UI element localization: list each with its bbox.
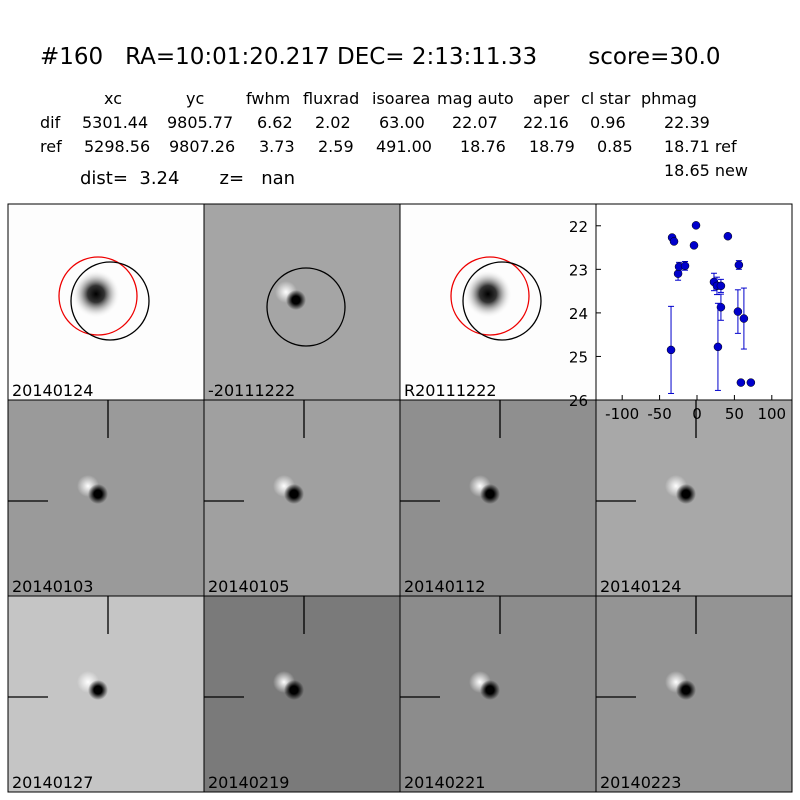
table-cell: 22.16 [523,113,569,132]
column-header: xc [104,89,122,108]
red-circle [58,256,138,336]
y-tick-label: 22 [569,218,588,236]
point [733,307,743,316]
column-header: mag auto [437,89,514,108]
star [72,270,120,318]
y-tick-label: 24 [569,305,588,323]
panel-label: 20140103 [12,577,93,596]
dist-line: dist= 3.24 z= nan [80,168,295,189]
dipole-dark [88,680,108,700]
table-cell: 0.96 [590,113,626,132]
point [669,237,679,246]
point [746,378,756,387]
y-tick-label: 25 [569,348,588,366]
black-circle [70,261,150,341]
table-cell: 5301.44 [82,113,148,132]
dipole-dark [676,680,696,700]
column-header: phmag [641,89,697,108]
panel-label: -20111222 [208,381,295,400]
table-cell: 0.85 [597,137,633,156]
table-cell: 5298.56 [84,137,150,156]
table-cell: 3.73 [259,137,295,156]
panel-label: 20140127 [12,773,93,792]
plot-area [595,203,793,401]
panel-label: 20140221 [404,773,485,792]
point [680,261,690,271]
table-cell: 22.39 [664,113,710,132]
dipole-dark [286,290,306,310]
x-tick-label: 50 [725,405,744,423]
dipole-dark [284,484,304,504]
table-cell: 18.71 ref [664,137,737,156]
y-tick-label: 23 [569,261,588,279]
x-tick-label: 0 [692,405,702,423]
point [666,345,676,355]
table-cell: 6.62 [257,113,293,132]
table-cell: 491.00 [376,137,432,156]
column-header: fwhm [246,89,290,108]
table-note: 18.65 new [664,161,748,180]
dipole-dark [284,680,304,700]
column-header: cl star [581,89,631,108]
panel-label: 20140124 [600,577,681,596]
panel-label: R20111222 [404,381,497,400]
y-tick-label: 26 [569,392,588,410]
point [689,241,699,250]
point [723,231,733,241]
dipole-dark [480,484,500,504]
column-header: isoarea [372,89,430,108]
point [716,281,726,291]
red-circle [450,256,530,336]
table-cell: 9807.26 [169,137,235,156]
panel-label: 20140112 [404,577,485,596]
star [464,270,512,318]
table-cell: 9805.77 [167,113,233,132]
point [739,314,749,323]
x-tick-label: -50 [647,405,672,423]
table-cell: 63.00 [379,113,425,132]
table-cell: 2.59 [318,137,354,156]
title: #160 RA=10:01:20.217 DEC= 2:13:11.33 sco… [40,44,721,70]
table-cell: 2.02 [315,113,351,132]
x-tick-label: 100 [757,405,786,423]
column-header: yc [186,89,204,108]
point [713,342,723,352]
dipole-dark [88,484,108,504]
panel-label: 20140105 [208,577,289,596]
dipole-dark [480,680,500,700]
panel-label: 20140223 [600,773,681,792]
table-cell: dif [40,113,61,132]
table-cell: 22.07 [452,113,498,132]
point [734,260,744,270]
column-header: fluxrad [303,89,359,108]
point [736,378,746,387]
table-cell: ref [40,137,62,156]
panel-label: 20140219 [208,773,289,792]
point [691,221,701,230]
x-tick-label: -100 [605,405,639,423]
black-circle [266,267,346,347]
table-cell: 18.76 [460,137,506,156]
table-cell: 18.79 [529,137,575,156]
black-circle [462,261,542,341]
dipole-dark [676,484,696,504]
column-header: aper [533,89,570,108]
panel-label: 20140124 [12,381,93,400]
